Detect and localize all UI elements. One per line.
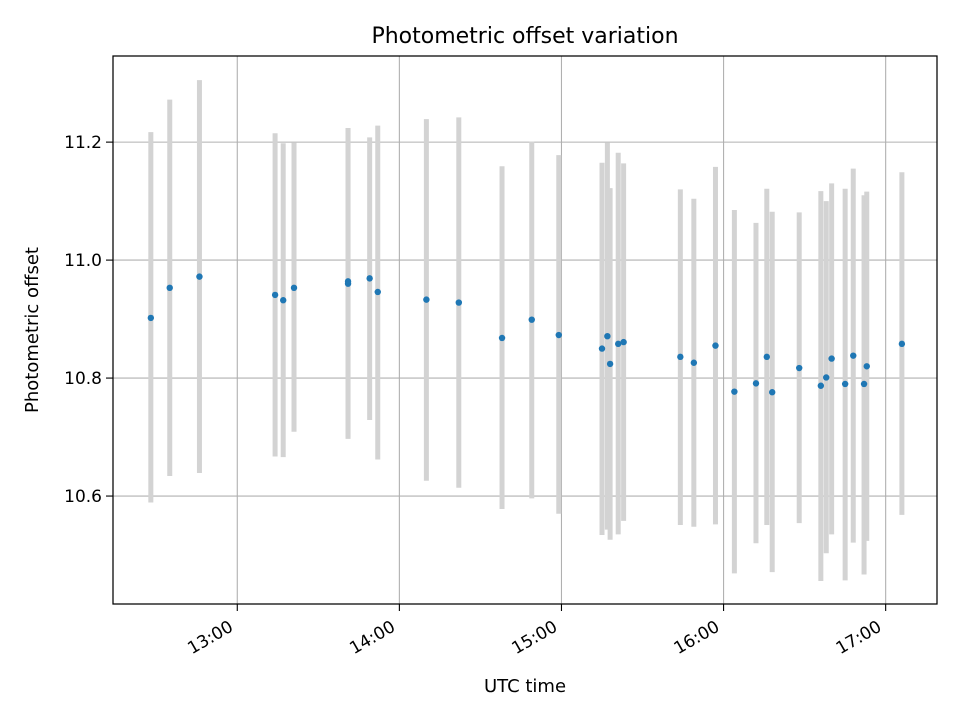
y-tick-label: 11.2 bbox=[64, 133, 102, 153]
data-point bbox=[850, 352, 857, 359]
data-point bbox=[863, 363, 870, 370]
data-point bbox=[841, 380, 849, 388]
data-point bbox=[677, 353, 684, 361]
data-point bbox=[712, 342, 719, 349]
data-point bbox=[731, 388, 738, 395]
data-point bbox=[598, 345, 606, 352]
data-point bbox=[271, 291, 279, 299]
data-point bbox=[606, 360, 614, 368]
data-point bbox=[344, 278, 352, 285]
chart-title: Photometric offset variation bbox=[371, 24, 678, 49]
data-point bbox=[366, 275, 373, 282]
x-axis-label: UTC time bbox=[484, 676, 566, 697]
y-tick-label: 11.0 bbox=[64, 251, 102, 271]
data-point bbox=[620, 338, 627, 346]
data-point bbox=[769, 389, 776, 396]
data-point bbox=[374, 288, 381, 296]
plot-frame bbox=[112, 55, 938, 605]
data-point bbox=[423, 296, 430, 303]
grid-layer bbox=[113, 56, 937, 604]
y-axis-label: Photometric offset bbox=[22, 247, 43, 413]
data-point bbox=[898, 340, 906, 348]
data-point bbox=[823, 374, 830, 381]
y-tick-label: 10.8 bbox=[64, 369, 102, 389]
data-point bbox=[147, 314, 155, 322]
data-point bbox=[280, 297, 287, 304]
data-point bbox=[290, 284, 298, 292]
data-point bbox=[763, 353, 770, 361]
point-layer bbox=[147, 273, 906, 396]
data-point bbox=[828, 355, 835, 362]
y-tick-label: 10.6 bbox=[64, 487, 102, 507]
data-point bbox=[817, 382, 825, 389]
data-point bbox=[555, 331, 562, 339]
data-point bbox=[752, 380, 760, 387]
data-point bbox=[498, 334, 506, 342]
data-point bbox=[615, 340, 622, 348]
data-point bbox=[604, 332, 611, 340]
data-point bbox=[166, 284, 173, 292]
data-point bbox=[690, 359, 698, 366]
data-point bbox=[796, 364, 803, 372]
data-point bbox=[455, 299, 463, 306]
data-point bbox=[196, 273, 203, 280]
data-point bbox=[528, 316, 535, 323]
y-axis: 10.6 10.8 11.0 11.2 bbox=[64, 133, 113, 507]
data-point bbox=[860, 380, 868, 388]
